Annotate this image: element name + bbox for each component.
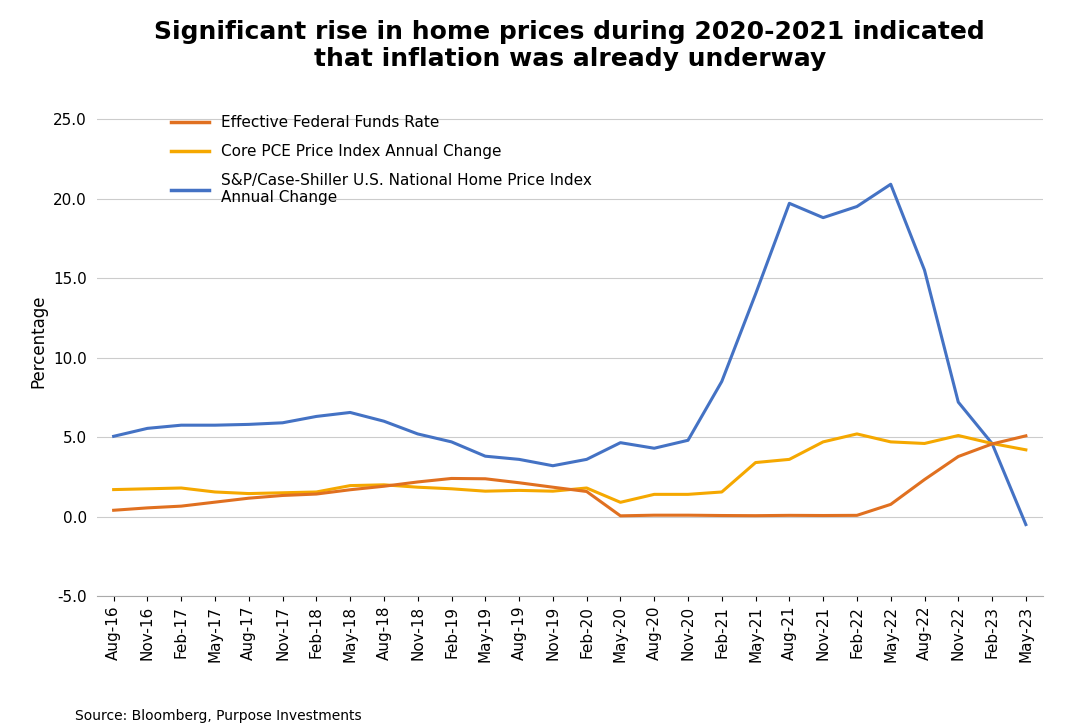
Legend: Effective Federal Funds Rate, Core PCE Price Index Annual Change, S&P/Case-Shill: Effective Federal Funds Rate, Core PCE P… xyxy=(171,116,592,205)
Text: Source: Bloomberg, Purpose Investments: Source: Bloomberg, Purpose Investments xyxy=(75,710,362,723)
Title: Significant rise in home prices during 2020-2021 indicated
that inflation was al: Significant rise in home prices during 2… xyxy=(155,20,985,71)
Y-axis label: Percentage: Percentage xyxy=(30,295,47,388)
